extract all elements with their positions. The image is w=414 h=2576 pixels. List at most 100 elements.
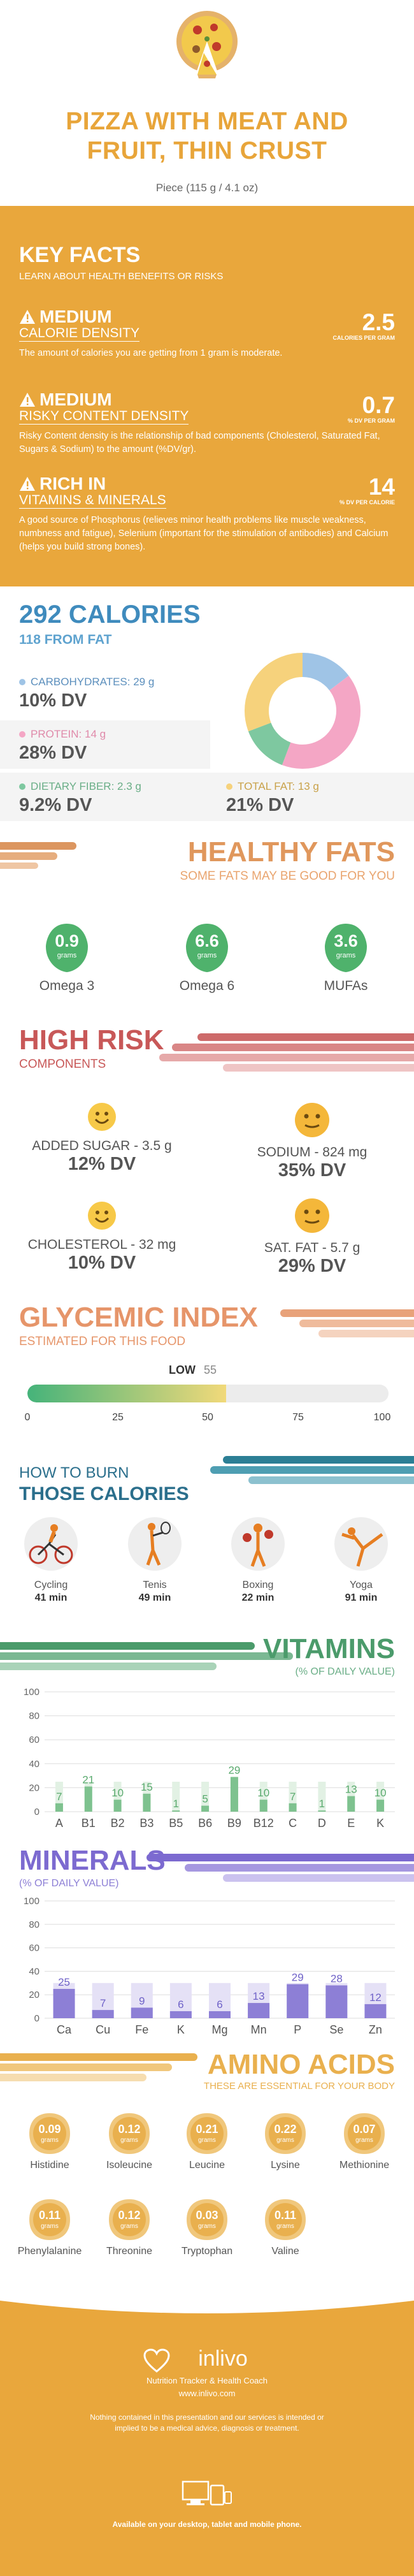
- macro-protein: PROTEIN: 14 g 28% DV: [0, 720, 210, 769]
- risk-added-sugar: ADDED SUGAR - 3.5 g 12% DV: [10, 1101, 194, 1175]
- minerals-title: MINERALS: [19, 1845, 166, 1876]
- badge-icon: [109, 2199, 150, 2240]
- x-tick-label: P: [294, 2023, 301, 2036]
- donut-slice-protein: [245, 653, 360, 769]
- y-tick-label: 0: [34, 2013, 39, 2024]
- bar-ca: [53, 1989, 75, 2018]
- key-facts-title: KEY FACTS: [19, 243, 141, 267]
- smiley-neutral-icon: [295, 1103, 329, 1137]
- bar-mn: [248, 2003, 270, 2018]
- fat-omega3: 0.9 grams Omega 3: [29, 922, 105, 994]
- bar-e: [347, 1796, 355, 1812]
- bar-value-label: 6: [178, 1998, 183, 2011]
- key-fact-value: 0.7: [362, 392, 395, 418]
- key-fact-level: MEDIUM: [39, 389, 112, 409]
- amino-methionine: 0.07 grams Methionine: [326, 2111, 403, 2171]
- y-tick-label: 80: [29, 1711, 39, 1722]
- warning-icon: [20, 310, 35, 324]
- bar-k: [376, 1800, 385, 1812]
- bar-se: [325, 1985, 348, 2018]
- burn-cycling: Cycling 41 min: [13, 1515, 89, 1604]
- decorative-stripes: [146, 1854, 414, 1882]
- glycemic-bar: [27, 1385, 389, 1402]
- x-tick-label: Mn: [251, 2023, 267, 2036]
- bar-b5: [172, 1810, 180, 1812]
- bar-value-label: 1: [173, 1798, 179, 1810]
- y-tick-label: 40: [29, 1759, 39, 1770]
- footer-available: Available on your desktop, tablet and mo…: [112, 2520, 302, 2529]
- key-fact-desc: Risky Content density is the relationshi…: [19, 431, 380, 455]
- decorative-stripes: [0, 2053, 197, 2081]
- heart-logo-icon: [143, 2348, 170, 2373]
- bar-b12: [259, 1800, 268, 1812]
- high-risk-section: HIGH RISK COMPONENTS ADDED SUGAR - 3.5 g…: [0, 1005, 414, 1302]
- pizza-icon: [176, 11, 238, 78]
- footer-wave: [0, 2294, 414, 2313]
- x-tick-label: B1: [82, 1817, 96, 1830]
- dot-icon: [19, 731, 25, 738]
- bar-b6: [201, 1805, 210, 1812]
- bar-b1: [84, 1786, 92, 1812]
- decorative-stripes: [0, 842, 76, 869]
- x-tick-label: K: [376, 1817, 384, 1830]
- bar-d: [318, 1810, 326, 1812]
- bar-value-label: 25: [58, 1976, 70, 1988]
- badge-icon: [344, 2113, 385, 2154]
- devices-icon: [182, 2480, 232, 2506]
- footer-section: inlivo Nutrition Tracker & Health Coach …: [0, 2294, 414, 2576]
- glycemic-tick: 50: [202, 1412, 213, 1423]
- bar-value-label: 10: [111, 1787, 124, 1799]
- key-fact-desc: A good source of Phosphorus (relieves mi…: [19, 515, 389, 552]
- decorative-stripes: [210, 1456, 414, 1484]
- glycemic-index-section: GLYCEMIC INDEX ESTIMATED FOR THIS FOOD L…: [0, 1302, 414, 1437]
- x-tick-label: B5: [169, 1817, 183, 1830]
- bar-value-label: 21: [82, 1774, 94, 1786]
- burn-title-2: THOSE CALORIES: [19, 1483, 189, 1504]
- boxing-icon: [231, 1517, 285, 1571]
- bar-mg: [209, 2011, 231, 2018]
- bar-value-label: 6: [217, 1998, 222, 2011]
- glycemic-title: GLYCEMIC INDEX: [19, 1302, 258, 1333]
- bar-value-label: 7: [100, 1997, 106, 2009]
- macro-carbohydrates: CARBOHYDRATES: 29 g 10% DV: [0, 668, 210, 717]
- vitamins-subtitle: (% OF DAILY VALUE): [295, 1666, 395, 1677]
- vitamins-section: VITAMINS (% OF DAILY VALUE) 0 20 40 60 80 100…: [0, 1630, 414, 1837]
- x-tick-label: Se: [329, 2023, 343, 2036]
- bar-value-label: 9: [139, 1995, 145, 2007]
- bar-value-label: 13: [253, 1990, 265, 2002]
- healthy-fats-section: HEALTHY FATS SOME FATS MAY BE GOOD FOR Y…: [0, 830, 414, 1005]
- key-fact-level: RICH IN: [39, 474, 106, 493]
- footer-tagline: Nutrition Tracker & Health Coach: [146, 2376, 268, 2385]
- bar-value-label: 13: [345, 1784, 357, 1796]
- donut-slice-total-fat: [245, 653, 360, 769]
- x-tick-label: B3: [139, 1817, 153, 1830]
- bar-background: [201, 1782, 210, 1812]
- badge-icon: [109, 2113, 150, 2154]
- x-tick-label: B9: [227, 1817, 241, 1830]
- badge-icon: [265, 2113, 306, 2154]
- bar-value-label: 10: [375, 1787, 387, 1799]
- y-tick-label: 20: [29, 1990, 39, 2000]
- badge-icon: [187, 2113, 227, 2154]
- y-tick-label: 80: [29, 1919, 39, 1930]
- key-fact-risky-content: MEDIUM RISKY CONTENT DENSITY Risky Conte…: [19, 389, 395, 456]
- macro-fiber: DIETARY FIBER: 2.3 g 9.2% DV: [0, 773, 414, 821]
- glycemic-tick: 100: [373, 1412, 391, 1423]
- glycemic-tick: 0: [24, 1412, 31, 1423]
- glycemic-subtitle: ESTIMATED FOR THIS FOOD: [19, 1335, 186, 1348]
- decorative-stripes: [280, 1309, 414, 1337]
- y-tick-label: 60: [29, 1943, 39, 1954]
- tennis-icon: [128, 1517, 182, 1571]
- bar-a: [55, 1803, 63, 1812]
- key-fact-name: CALORIE DENSITY: [19, 326, 140, 342]
- calories-from-fat: 118 FROM FAT: [19, 632, 112, 647]
- key-fact-value: 14: [368, 474, 395, 500]
- bar-value-label: 12: [369, 1991, 382, 2004]
- footer-url[interactable]: www.inlivo.com: [178, 2389, 236, 2398]
- cycling-icon: [24, 1517, 78, 1571]
- amino-threonine: 0.12 grams Threonine: [91, 2197, 168, 2257]
- y-tick-label: 40: [29, 1966, 39, 1977]
- minerals-bar-chart: 0 20 40 60 80 100 25 Ca 7 Cu 9 Fe 6 K 6 Mg 13 Mn 29 P 28 Se 12…: [24, 1896, 395, 2036]
- bar-value-label: 29: [228, 1764, 240, 1776]
- glycemic-value: 55: [204, 1364, 217, 1376]
